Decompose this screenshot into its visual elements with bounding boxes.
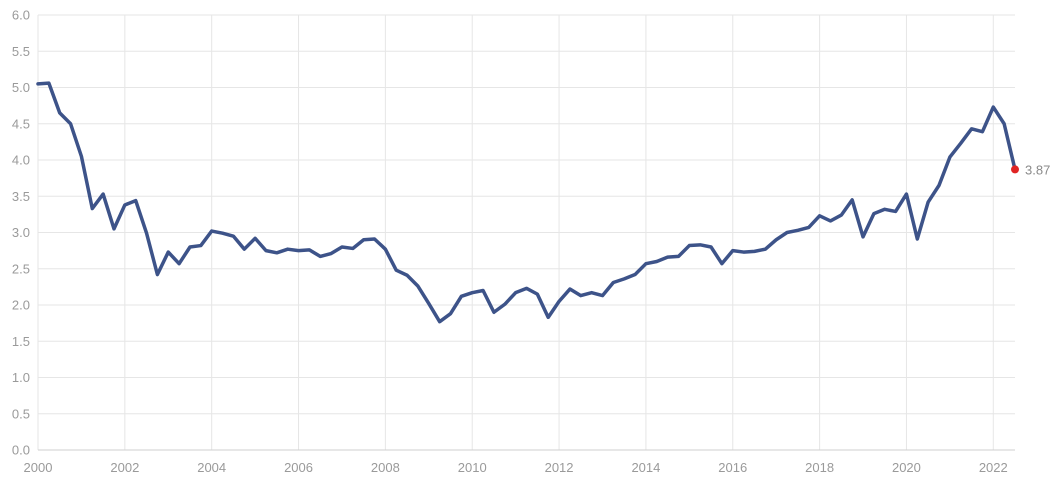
x-tick-label: 2020 [892,460,921,475]
y-tick-label: 5.5 [12,44,30,59]
y-tick-label: 3.5 [12,189,30,204]
y-tick-label: 2.5 [12,261,30,276]
y-tick-label: 5.0 [12,80,30,95]
x-tick-label: 2010 [458,460,487,475]
x-tick-label: 2006 [284,460,313,475]
y-tick-label: 2.0 [12,298,30,313]
x-tick-label: 2002 [110,460,139,475]
y-tick-label: 0.0 [12,443,30,458]
series-layer [36,81,1019,324]
y-tick-label: 0.5 [12,406,30,421]
x-tick-label: 2004 [197,460,226,475]
x-tick-label: 2000 [24,460,53,475]
grid [37,14,1015,451]
x-tick-label: 2022 [979,460,1008,475]
y-tick-label: 1.5 [12,334,30,349]
y-tick-label: 1.0 [12,370,30,385]
x-tick-label: 2016 [718,460,747,475]
labels: 0.0 0.5 1.0 1.5 2.0 2.5 3.0 3.5 4.0 4.5 5.0 5.5 6.0 2… [12,8,1050,476]
last-point-marker [1011,165,1019,174]
y-tick-label: 4.5 [12,116,30,131]
y-tick-label: 4.0 [12,153,30,168]
x-tick-label: 2012 [545,460,574,475]
x-tick-label: 2014 [631,460,660,475]
x-tick-label: 2018 [805,460,834,475]
last-value-label: 3.87 [1025,162,1050,177]
series-line [36,81,1017,324]
y-tick-label: 6.0 [12,8,30,23]
y-tick-label: 3.0 [12,225,30,240]
x-tick-label: 2008 [371,460,400,475]
